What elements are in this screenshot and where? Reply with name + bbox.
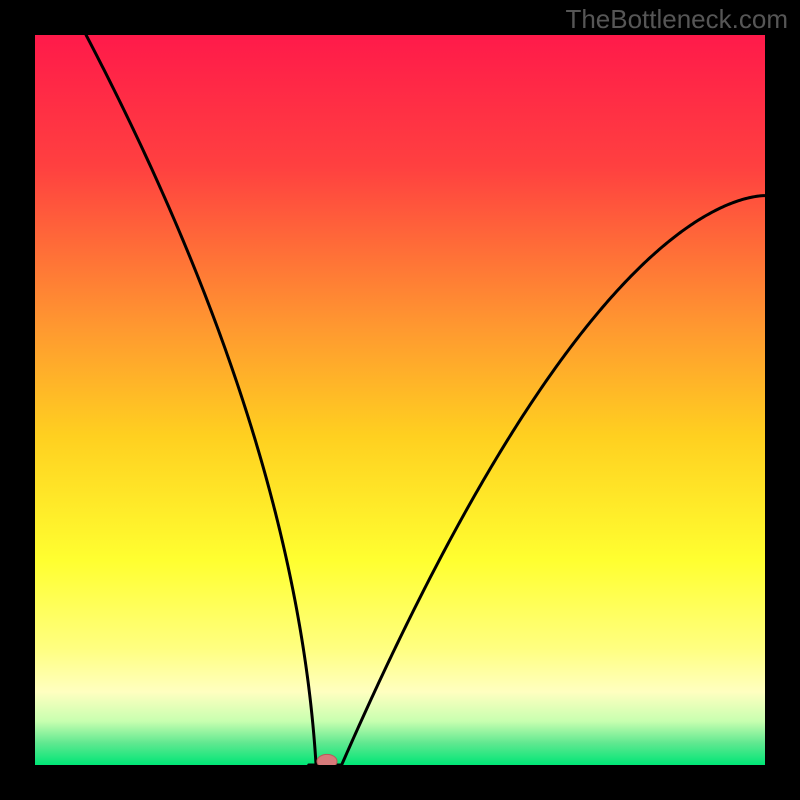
- plot-svg: [35, 35, 765, 765]
- optimal-point-marker: [317, 754, 337, 765]
- gradient-background: [35, 35, 765, 765]
- watermark-text: TheBottleneck.com: [565, 4, 788, 35]
- chart-frame: TheBottleneck.com: [0, 0, 800, 800]
- plot-area: [35, 35, 765, 765]
